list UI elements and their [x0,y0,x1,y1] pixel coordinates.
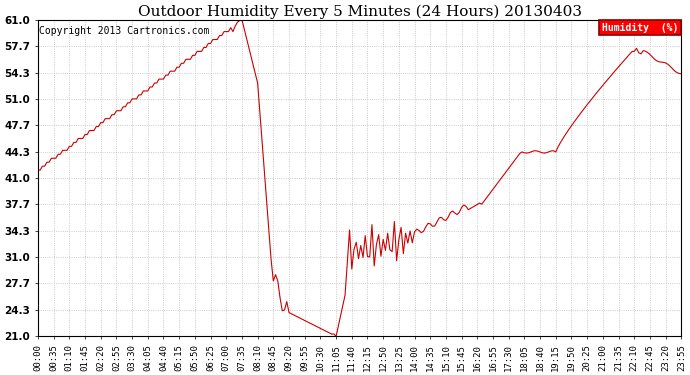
Title: Outdoor Humidity Every 5 Minutes (24 Hours) 20130403: Outdoor Humidity Every 5 Minutes (24 Hou… [137,4,582,18]
Text: Humidity  (%): Humidity (%) [602,23,678,33]
Text: Copyright 2013 Cartronics.com: Copyright 2013 Cartronics.com [39,26,210,36]
